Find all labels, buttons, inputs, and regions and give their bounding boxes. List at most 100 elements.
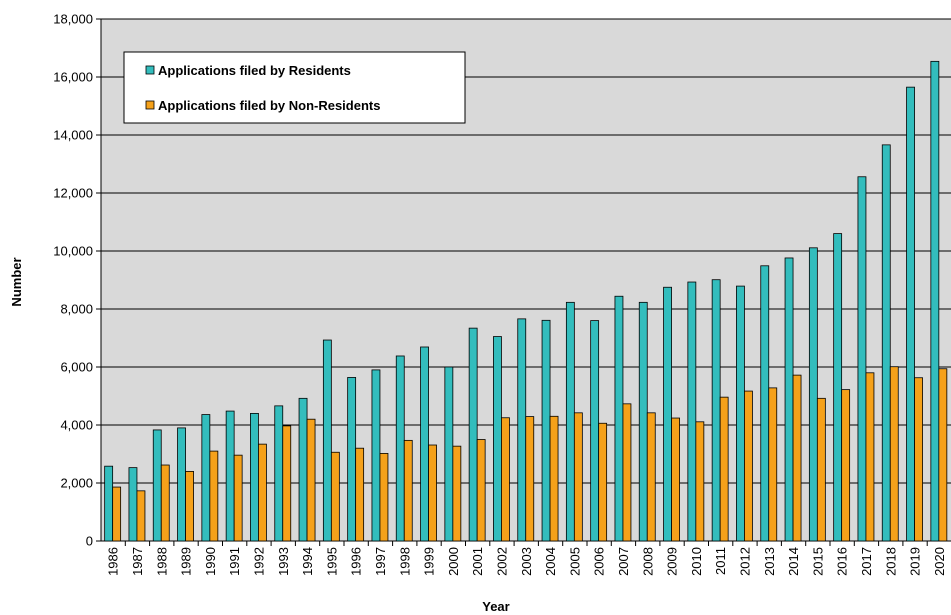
x-tick-label: 2009: [665, 547, 680, 576]
bar-residents-1997: [371, 369, 381, 542]
x-tick-label: 2008: [640, 547, 655, 576]
x-tick-label: 1994: [300, 547, 315, 576]
bar-residents-2012: [736, 285, 745, 542]
x-tick-label: 1986: [106, 547, 121, 576]
x-tick-label: 2020: [932, 547, 947, 576]
x-tick-label: 1987: [130, 547, 145, 576]
bar-residents-2006: [590, 320, 600, 542]
y-tick-label: 4,000: [60, 418, 93, 433]
legend-label-residents: Applications filed by Residents: [158, 63, 351, 78]
bar-residents-2009: [663, 286, 672, 542]
bar-residents-2003: [517, 318, 527, 542]
bar-non-residents-2006: [598, 422, 608, 542]
bar-non-residents-2007: [622, 403, 632, 542]
x-tick-label: 2000: [446, 547, 461, 576]
y-tick-label: 12,000: [53, 186, 93, 201]
bar-residents-2019: [906, 86, 915, 542]
bar-non-residents-1986: [112, 486, 122, 542]
y-tick-label: 8,000: [60, 302, 93, 317]
x-axis-ticks: 1986 1987 1988 1989 1990 1991 1992 1993 1994 1995…: [106, 541, 947, 576]
bar-non-residents-2012: [744, 390, 753, 542]
bar-non-residents-1999: [428, 444, 437, 542]
bar-residents-2013: [760, 265, 770, 542]
x-tick-label: 2016: [835, 547, 850, 576]
bar-non-residents-1990: [209, 450, 219, 542]
x-tick-label: 2005: [567, 547, 582, 576]
bar-residents-1991: [225, 410, 235, 542]
bar-non-residents-1995: [330, 451, 340, 542]
bar-residents-2018: [881, 144, 891, 542]
bar-non-residents-1994: [306, 418, 316, 542]
x-tick-label: 2004: [543, 547, 558, 576]
bar-residents-1999: [420, 346, 429, 542]
x-tick-label: 2012: [737, 547, 752, 576]
x-axis-title: Year: [482, 599, 509, 614]
bar-non-residents-2010: [695, 421, 705, 542]
y-axis-ticks: 0 2,000 4,000 6,000 8,000 10,000 12,000 14,000 1…: [53, 12, 101, 549]
bar-non-residents-1992: [258, 443, 267, 542]
bar-non-residents-2003: [525, 416, 535, 542]
x-tick-label: 1990: [203, 547, 218, 576]
x-tick-label: 2014: [786, 547, 801, 576]
x-tick-label: 1988: [154, 547, 169, 576]
x-tick-label: 1991: [227, 547, 242, 576]
x-tick-label: 2002: [494, 547, 509, 576]
legend-swatch-non-residents: [145, 100, 155, 110]
bar-non-residents-2013: [768, 387, 778, 542]
x-tick-label: 2007: [616, 547, 631, 576]
x-tick-label: 1999: [422, 547, 437, 576]
bar-residents-1987: [128, 467, 138, 542]
bar-residents-2002: [493, 336, 502, 542]
bar-non-residents-1997: [379, 453, 389, 542]
bar-non-residents-2020: [938, 368, 948, 542]
x-tick-label: 2001: [470, 547, 485, 576]
bar-non-residents-2019: [914, 377, 923, 542]
bar-non-residents-1991: [233, 454, 243, 542]
bar-non-residents-2000: [452, 445, 462, 542]
x-tick-label: 1995: [324, 547, 339, 576]
bar-residents-2016: [833, 233, 843, 542]
bar-non-residents-1998: [403, 439, 413, 542]
bar-non-residents-1987: [136, 490, 146, 542]
x-tick-label: 2015: [810, 547, 825, 576]
x-tick-label: 1996: [349, 547, 364, 576]
legend: Applications filed by Residents Applicat…: [123, 51, 466, 124]
bar-non-residents-2011: [719, 396, 729, 542]
x-tick-label: 2011: [713, 547, 728, 575]
bar-residents-1996: [347, 377, 357, 542]
x-tick-label: 2017: [859, 547, 874, 576]
bar-residents-2017: [857, 176, 867, 542]
y-tick-label: 18,000: [53, 12, 93, 27]
y-tick-label: 2,000: [60, 476, 93, 491]
bar-residents-2007: [614, 295, 624, 542]
bar-non-residents-1993: [282, 425, 292, 542]
bar-non-residents-2009: [671, 417, 680, 542]
bar-non-residents-2014: [792, 374, 802, 542]
x-tick-label: 1998: [397, 547, 412, 576]
y-tick-label: 10,000: [53, 244, 93, 259]
x-tick-label: 2013: [762, 547, 777, 576]
bar-non-residents-2001: [476, 439, 486, 542]
bar-residents-1994: [298, 397, 308, 542]
bar-residents-1986: [104, 465, 114, 542]
bar-residents-2000: [444, 366, 454, 542]
bar-non-residents-2017: [865, 372, 875, 542]
bar-residents-1989: [177, 427, 186, 542]
bar-residents-2005: [565, 301, 575, 542]
bar-non-residents-2016: [841, 389, 851, 542]
bar-non-residents-2004: [549, 415, 559, 542]
bars: [104, 60, 948, 542]
bar-residents-2020: [930, 60, 940, 542]
bar-residents-2001: [468, 327, 478, 542]
bar-residents-2015: [808, 247, 818, 542]
bar-residents-2008: [638, 301, 648, 542]
x-tick-label: 1989: [179, 547, 194, 576]
bar-non-residents-1989: [185, 470, 194, 542]
bar-non-residents-1988: [160, 464, 170, 542]
bar-residents-1995: [322, 339, 332, 542]
bar-residents-1993: [274, 405, 284, 542]
x-tick-label: 2018: [883, 547, 898, 576]
bar-non-residents-2018: [889, 366, 899, 542]
bar-non-residents-1996: [355, 447, 365, 542]
bar-non-residents-2015: [816, 397, 826, 542]
